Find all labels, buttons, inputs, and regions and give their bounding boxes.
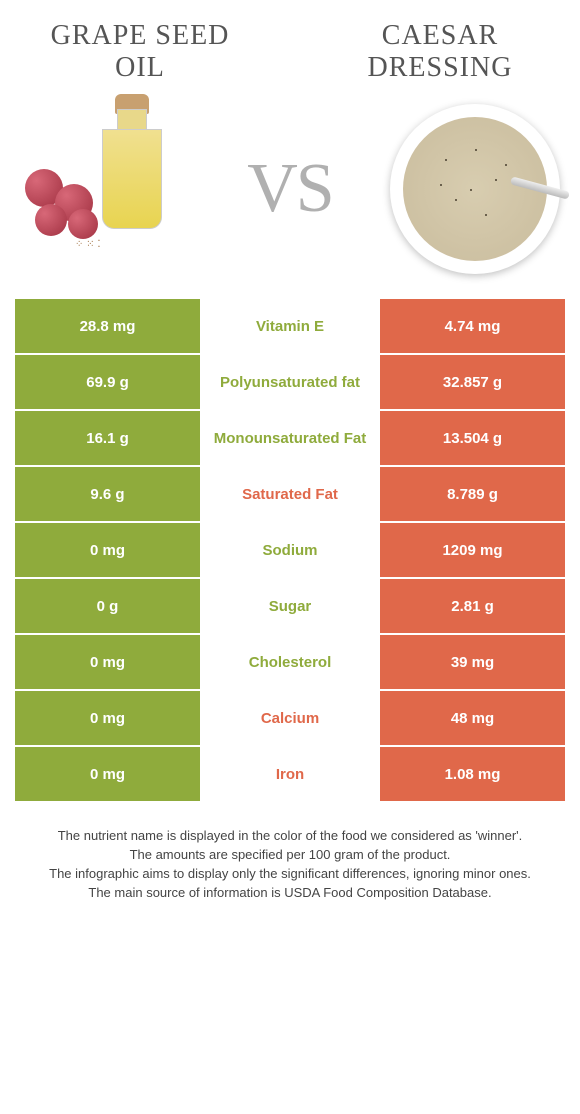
left-value: 0 mg: [15, 635, 200, 689]
nutrient-name: Cholesterol: [200, 635, 380, 689]
table-row: 0 mgIron1.08 mg: [15, 747, 565, 801]
nutrient-name: Calcium: [200, 691, 380, 745]
left-value: 16.1 g: [15, 411, 200, 465]
left-value: 28.8 mg: [15, 299, 200, 353]
table-row: 69.9 gPolyunsaturated fat32.857 g: [15, 355, 565, 409]
vs-row: ⁘ ⁙ ⁚ VS: [0, 94, 580, 299]
right-value: 39 mg: [380, 635, 565, 689]
left-value: 0 mg: [15, 523, 200, 577]
table-row: 0 gSugar2.81 g: [15, 579, 565, 633]
left-value: 0 g: [15, 579, 200, 633]
nutrient-name: Vitamin E: [200, 299, 380, 353]
table-row: 28.8 mgVitamin E4.74 mg: [15, 299, 565, 353]
right-value: 48 mg: [380, 691, 565, 745]
nutrient-name: Monounsaturated Fat: [200, 411, 380, 465]
comparison-table: 28.8 mgVitamin E4.74 mg69.9 gPolyunsatur…: [15, 299, 565, 801]
left-food-title: GRAPE SEEDOIL: [40, 20, 240, 84]
footnotes: The nutrient name is displayed in the co…: [20, 827, 560, 902]
table-row: 9.6 gSaturated Fat8.789 g: [15, 467, 565, 521]
right-value: 4.74 mg: [380, 299, 565, 353]
table-row: 16.1 gMonounsaturated Fat13.504 g: [15, 411, 565, 465]
left-value: 69.9 g: [15, 355, 200, 409]
header: GRAPE SEEDOIL CAESARDRESSING: [0, 0, 580, 94]
nutrient-name: Polyunsaturated fat: [200, 355, 380, 409]
right-value: 2.81 g: [380, 579, 565, 633]
nutrient-name: Sodium: [200, 523, 380, 577]
left-value: 0 mg: [15, 747, 200, 801]
left-value: 9.6 g: [15, 467, 200, 521]
table-row: 0 mgSodium1209 mg: [15, 523, 565, 577]
right-food-image: [385, 99, 565, 279]
footnote-line: The nutrient name is displayed in the co…: [20, 827, 560, 846]
right-value: 1.08 mg: [380, 747, 565, 801]
right-value: 13.504 g: [380, 411, 565, 465]
right-value: 32.857 g: [380, 355, 565, 409]
nutrient-name: Iron: [200, 747, 380, 801]
right-value: 1209 mg: [380, 523, 565, 577]
nutrient-name: Saturated Fat: [200, 467, 380, 521]
right-value: 8.789 g: [380, 467, 565, 521]
footnote-line: The main source of information is USDA F…: [20, 884, 560, 903]
table-row: 0 mgCalcium48 mg: [15, 691, 565, 745]
left-value: 0 mg: [15, 691, 200, 745]
table-row: 0 mgCholesterol39 mg: [15, 635, 565, 689]
right-food-title: CAESARDRESSING: [340, 20, 540, 84]
footnote-line: The infographic aims to display only the…: [20, 865, 560, 884]
footnote-line: The amounts are specified per 100 gram o…: [20, 846, 560, 865]
vs-label: VS: [247, 149, 332, 229]
left-food-image: ⁘ ⁙ ⁚: [15, 99, 195, 279]
nutrient-name: Sugar: [200, 579, 380, 633]
